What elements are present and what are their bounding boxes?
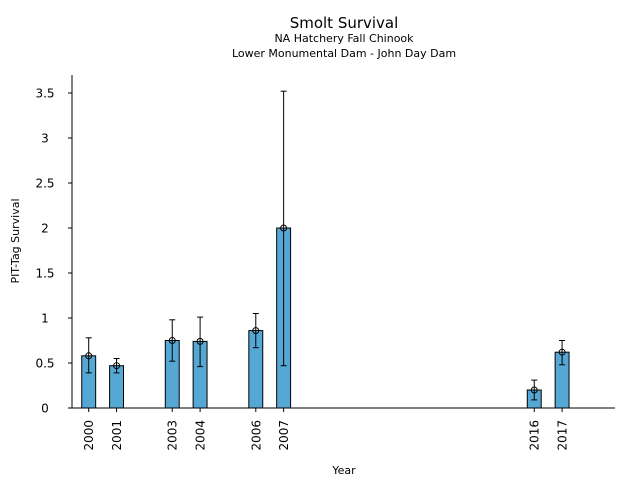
x-tick-label: 2003 bbox=[166, 420, 180, 451]
y-tick-label: 1.5 bbox=[35, 267, 54, 281]
y-tick-label: 0.5 bbox=[35, 357, 54, 371]
chart-title: Smolt Survival bbox=[290, 14, 399, 32]
point-marker-2017 bbox=[558, 348, 566, 356]
x-tick-label: 2006 bbox=[249, 420, 263, 451]
chart-subtitle-line-1: NA Hatchery Fall Chinook bbox=[274, 32, 414, 45]
y-tick-label: 2 bbox=[41, 222, 49, 236]
x-tick-label: 2007 bbox=[277, 420, 291, 451]
x-axis-label: Year bbox=[331, 464, 356, 477]
point-marker-2001 bbox=[113, 362, 121, 370]
x-tick-label: 2000 bbox=[82, 420, 96, 451]
point-marker-2004 bbox=[196, 337, 204, 345]
point-marker-2003 bbox=[168, 337, 176, 344]
point-marker-2007 bbox=[280, 224, 288, 232]
y-tick-label: 1 bbox=[41, 312, 49, 326]
y-tick-label: 2.5 bbox=[35, 177, 54, 191]
chart-subtitle-line-2: Lower Monumental Dam - John Day Dam bbox=[232, 47, 456, 60]
x-tick-label: 2004 bbox=[194, 420, 208, 451]
y-axis-label: PIT-Tag Survival bbox=[9, 198, 22, 283]
point-marker-2016 bbox=[530, 386, 538, 394]
y-tick-label: 3 bbox=[41, 132, 49, 146]
point-marker-2006 bbox=[252, 327, 260, 335]
x-tick-label: 2001 bbox=[110, 420, 124, 451]
x-tick-label: 2017 bbox=[556, 420, 570, 451]
point-marker-2000 bbox=[85, 352, 93, 360]
y-tick-label: 0 bbox=[41, 402, 49, 416]
x-tick-label: 2016 bbox=[528, 420, 542, 451]
y-tick-label: 3.5 bbox=[35, 87, 54, 101]
plot-area bbox=[81, 90, 570, 409]
